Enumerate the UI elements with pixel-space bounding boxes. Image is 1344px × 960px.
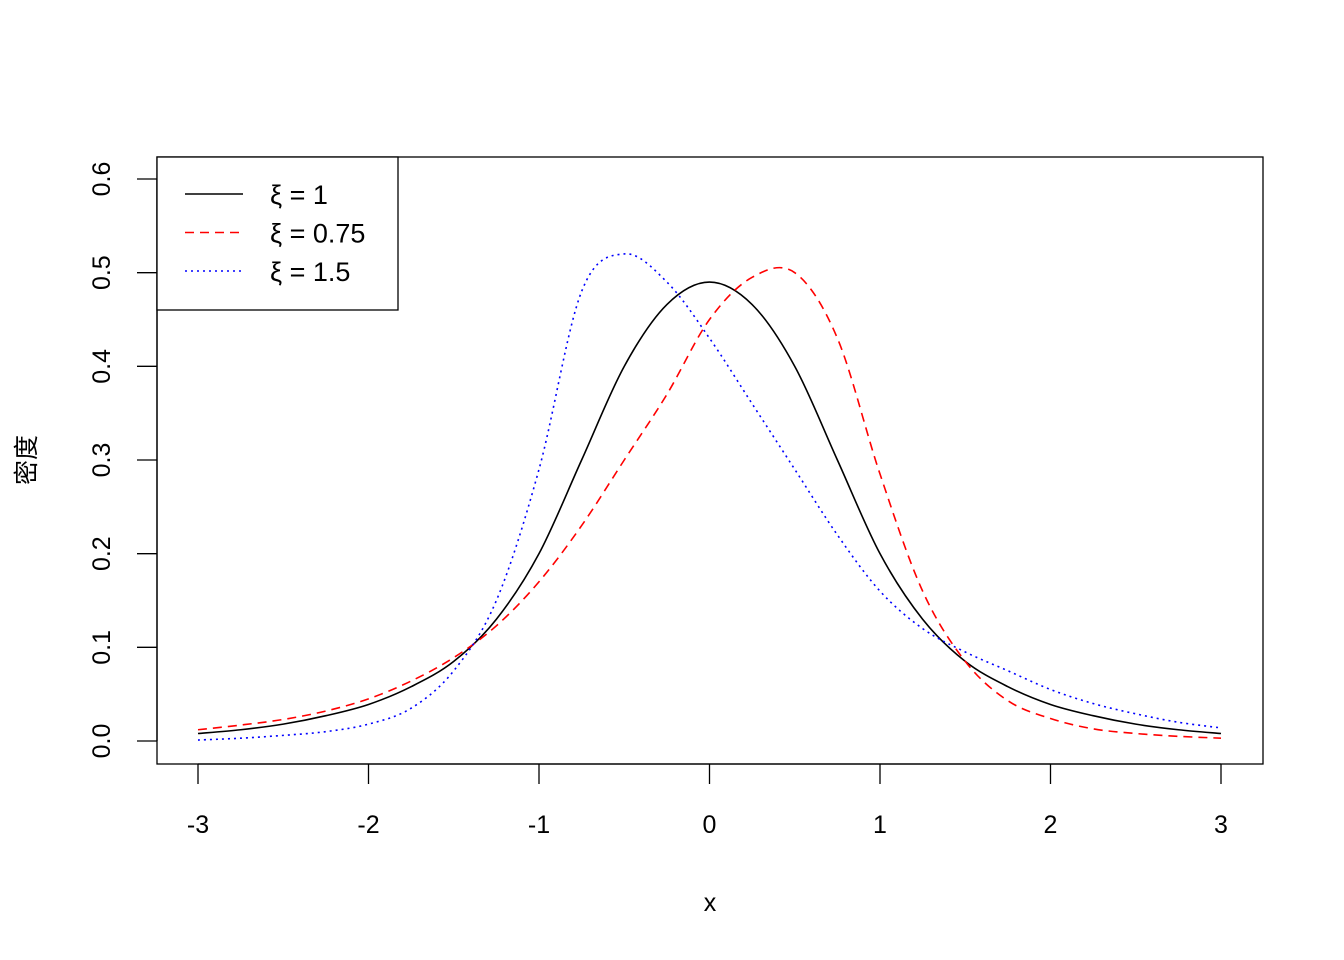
legend-box	[156, 156, 399, 311]
plot-area	[197, 253, 1222, 741]
x-tick-label: 3	[1214, 811, 1228, 839]
legend: ξ = 1 ξ = 0.75 ξ = 1.5	[156, 156, 399, 311]
y-tick-label: 0.6	[88, 162, 116, 197]
y-tick-label: 0.0	[88, 724, 116, 759]
legend-label-3: ξ = 1.5	[270, 257, 350, 287]
x-tick-label: -3	[187, 811, 209, 839]
legend-label-1: ξ = 1	[270, 180, 328, 210]
x-axis-title: x	[704, 889, 717, 917]
legend-label-2: ξ = 0.75	[270, 219, 365, 249]
x-tick-label: 0	[703, 811, 717, 839]
x-tick-label: 1	[873, 811, 887, 839]
series-line-3	[197, 253, 1222, 741]
y-tick-label: 0.5	[88, 255, 116, 290]
y-tick-label: 0.3	[88, 443, 116, 478]
x-tick-label: 2	[1044, 811, 1058, 839]
x-tick-label: -1	[528, 811, 550, 839]
y-tick-label: 0.1	[88, 630, 116, 665]
y-tick-label: 0.4	[88, 349, 116, 384]
y-axis-title: 密度	[13, 435, 41, 485]
x-tick-label: -2	[357, 811, 379, 839]
series-line-1	[197, 281, 1222, 735]
series-line-2	[197, 266, 1222, 739]
y-tick-label: 0.2	[88, 536, 116, 571]
